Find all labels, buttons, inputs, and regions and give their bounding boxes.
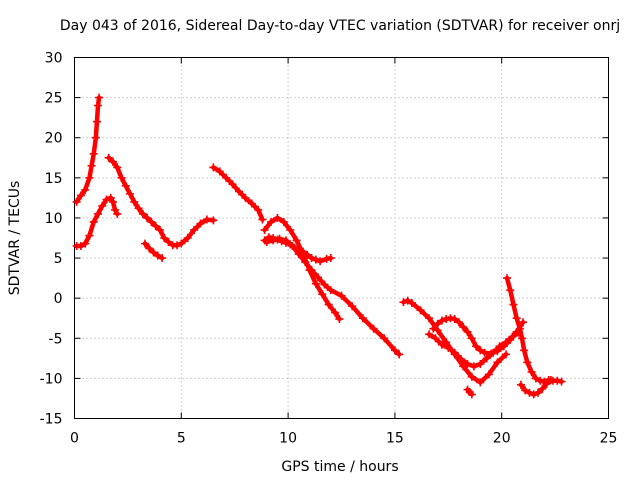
data-point bbox=[395, 350, 404, 359]
y-tick-label: 0 bbox=[54, 291, 63, 307]
series-arc4 bbox=[140, 239, 167, 263]
data-point bbox=[95, 93, 104, 102]
data-point bbox=[335, 315, 344, 324]
data-points bbox=[72, 93, 566, 399]
point-trail bbox=[349, 303, 366, 321]
point-trail bbox=[495, 352, 509, 365]
series-arc1 bbox=[72, 93, 104, 206]
y-tick-label: 20 bbox=[45, 131, 63, 147]
y-tick-label: 15 bbox=[45, 171, 63, 187]
data-point bbox=[258, 215, 267, 224]
series-arc14 bbox=[463, 385, 476, 399]
y-tick-label: 30 bbox=[45, 51, 63, 67]
y-axis-label: SDTVAR / TECUs bbox=[7, 181, 23, 296]
series-arc13 bbox=[516, 375, 555, 399]
chart-title: Day 043 of 2016, Sidereal Day-to-day VTE… bbox=[60, 18, 620, 34]
x-tick-label: 0 bbox=[70, 431, 79, 447]
point-trail bbox=[360, 315, 376, 331]
data-point bbox=[546, 375, 555, 384]
axis-ticks bbox=[74, 57, 609, 419]
point-trail bbox=[294, 238, 306, 257]
data-point bbox=[519, 318, 528, 327]
series-arc2 bbox=[72, 193, 122, 251]
x-tick-label: 25 bbox=[600, 431, 618, 447]
data-point bbox=[209, 216, 218, 225]
point-trail bbox=[339, 293, 355, 309]
data-point bbox=[113, 209, 122, 218]
series-arc11 bbox=[429, 314, 528, 358]
series-arc9 bbox=[399, 296, 510, 387]
data-point bbox=[501, 350, 510, 359]
point-trail bbox=[307, 267, 319, 286]
point-trail bbox=[371, 326, 387, 341]
data-point bbox=[557, 377, 566, 386]
x-tick-labels: 0 5 10 15 20 25 bbox=[70, 431, 617, 447]
y-tick-label: -5 bbox=[49, 331, 63, 347]
point-trail bbox=[486, 360, 500, 377]
x-tick-label: 15 bbox=[386, 431, 404, 447]
series-arc3 bbox=[104, 153, 218, 250]
point-trail bbox=[435, 328, 449, 345]
y-tick-labels: -15 -10 -5 0 5 10 15 20 25 30 bbox=[40, 51, 63, 428]
data-point bbox=[467, 390, 476, 399]
series-arc12 bbox=[503, 274, 566, 386]
y-tick-label: 10 bbox=[45, 211, 63, 227]
point-trail bbox=[381, 336, 398, 353]
data-point bbox=[326, 254, 335, 263]
y-tick-label: 5 bbox=[54, 251, 63, 267]
x-tick-label: 10 bbox=[279, 431, 297, 447]
series-arc5 bbox=[209, 163, 267, 224]
series-arc7 bbox=[260, 213, 344, 324]
data-point bbox=[158, 254, 167, 263]
x-axis-label: GPS time / hours bbox=[281, 459, 398, 475]
x-tick-label: 20 bbox=[493, 431, 511, 447]
y-tick-label: -15 bbox=[40, 412, 63, 428]
y-tick-label: 25 bbox=[45, 91, 63, 107]
series-arc8 bbox=[262, 234, 404, 359]
plot-frame bbox=[74, 57, 609, 419]
y-tick-label: -10 bbox=[40, 371, 63, 387]
x-tick-label: 5 bbox=[177, 431, 186, 447]
